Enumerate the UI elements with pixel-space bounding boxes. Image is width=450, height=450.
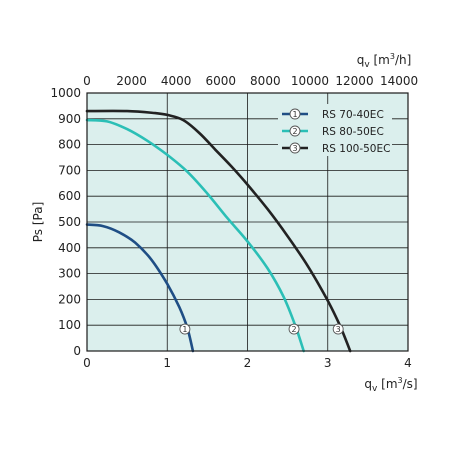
curve-marker-3 xyxy=(332,323,344,335)
x-tick-label: 1 xyxy=(163,356,171,370)
x-top-tick-label: 0 xyxy=(83,74,91,88)
x-top-tick-label: 14000 xyxy=(380,74,418,88)
y-tick-label: 600 xyxy=(58,189,81,203)
x-top-axis-label-main: q xyxy=(357,53,365,67)
x-top-tick-labels: 0 2000 4000 6000 8000 10000 12000 14000 xyxy=(83,74,418,88)
x-axis-label-unit-sup: 3 xyxy=(398,376,403,385)
y-tick-label: 700 xyxy=(58,163,81,177)
legend-marker-label-3: 3 xyxy=(292,144,297,153)
y-tick-label: 1000 xyxy=(50,86,81,100)
fan-curves xyxy=(85,109,352,353)
legend-marker-3 xyxy=(289,142,301,154)
y-tick-label: 0 xyxy=(73,344,81,358)
y-tick-label: 900 xyxy=(58,112,81,126)
series-line-2 xyxy=(85,118,305,353)
curve-marker-label-1: 1 xyxy=(182,325,187,334)
x-tick-label: 0 xyxy=(83,356,91,370)
legend: 1 RS 70-40EC 2 RS 80-50EC 3 RS 100-50EC xyxy=(278,104,392,156)
series-line-3 xyxy=(85,109,352,353)
x-top-tick-label: 4000 xyxy=(161,74,192,88)
series-line-1 xyxy=(85,223,195,353)
y-tick-label: 200 xyxy=(58,292,81,306)
x-top-axis-label-unit-open: [m xyxy=(370,53,390,67)
curve-marker-2 xyxy=(288,323,300,335)
x-top-axis-label-unit-sup: 3 xyxy=(390,52,395,61)
x-top-tick-label: 2000 xyxy=(116,74,147,88)
legend-entry-2: RS 80-50EC xyxy=(322,126,384,138)
x-top-tick-label: 8000 xyxy=(250,74,281,88)
x-axis-label-sub: v xyxy=(372,384,378,394)
curve-marker-1 xyxy=(179,323,191,335)
legend-marker-2 xyxy=(289,125,301,137)
y-tick-label: 300 xyxy=(58,267,81,281)
x-top-tick-label: 12000 xyxy=(335,74,373,88)
curve-marker-label-3: 3 xyxy=(336,325,341,334)
y-tick-label: 100 xyxy=(58,318,81,332)
x-axis-label-main: q xyxy=(364,377,372,391)
y-tick-label: 400 xyxy=(58,241,81,255)
y-tick-label: 800 xyxy=(58,138,81,152)
x-tick-label: 4 xyxy=(404,356,412,370)
curve-markers: 1 2 3 xyxy=(179,323,344,335)
x-top-tick-label: 6000 xyxy=(205,74,236,88)
x-axis-label-unit-close: /s] xyxy=(403,377,418,391)
y-tick-label: 500 xyxy=(58,215,81,229)
x-tick-labels: 0 1 2 3 4 xyxy=(83,356,412,370)
y-axis-label: Ps [Pa] xyxy=(31,202,45,243)
x-top-axis-label-unit-close: /h] xyxy=(395,53,411,67)
x-top-tick-label: 10000 xyxy=(291,74,329,88)
x-tick-label: 3 xyxy=(324,356,332,370)
x-tick-label: 2 xyxy=(244,356,252,370)
plot-frame xyxy=(86,92,409,352)
legend-entry-3: RS 100-50EC xyxy=(322,143,390,155)
y-tick-labels: 0 100 200 300 400 500 600 700 800 900 1000 xyxy=(50,86,81,358)
x-top-axis-label: qv [m3/h] xyxy=(357,52,412,70)
x-top-axis-label-sub: v xyxy=(364,60,370,70)
x-axis-label-unit-open: [m xyxy=(377,377,397,391)
x-axis-label: qv [m3/s] xyxy=(364,376,417,394)
curve-marker-label-2: 2 xyxy=(291,325,296,334)
legend-marker-label-1: 1 xyxy=(292,110,297,119)
legend-entry-1: RS 70-40EC xyxy=(322,109,384,121)
legend-marker-1 xyxy=(289,108,301,120)
legend-marker-label-2: 2 xyxy=(292,127,297,136)
